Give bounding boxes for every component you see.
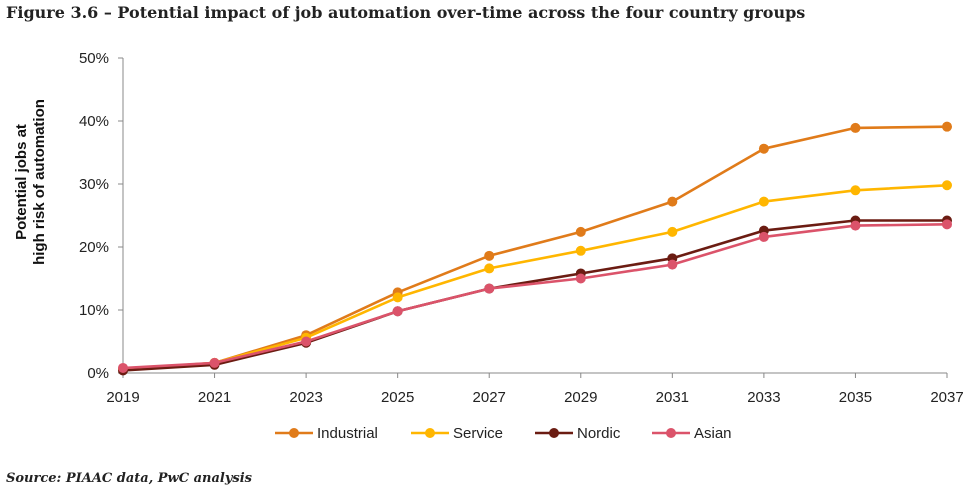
legend-item-nordic: Nordic	[535, 425, 621, 442]
series-service	[118, 180, 952, 375]
series-line	[122, 125, 948, 371]
data-point	[667, 226, 678, 237]
data-point	[758, 196, 769, 207]
x-tick-label: 2035	[839, 389, 872, 406]
data-point	[942, 121, 952, 132]
series-asian	[118, 219, 952, 373]
x-tick-label: 2037	[930, 389, 963, 406]
data-point	[484, 250, 495, 261]
y-tick-label: 0%	[87, 365, 109, 382]
data-point	[392, 292, 403, 303]
series-line	[122, 184, 948, 371]
x-tick-label: 2033	[747, 389, 780, 406]
legend-swatch-marker	[666, 428, 676, 438]
series-industrial	[118, 121, 952, 375]
x-tick-label: 2027	[473, 389, 506, 406]
data-point	[667, 196, 678, 207]
legend-label: Asian	[694, 425, 732, 442]
x-tick-label: 2029	[564, 389, 597, 406]
series-nordic	[118, 215, 952, 376]
legend-label: Nordic	[577, 425, 621, 442]
data-point	[758, 231, 769, 242]
data-point	[942, 219, 952, 230]
x-tick-label: 2023	[289, 389, 322, 406]
source-note: Source: PIAAC data, PwC analysis	[6, 471, 252, 486]
data-point	[850, 122, 861, 133]
y-tick-label: 20%	[79, 239, 109, 256]
data-point	[392, 306, 403, 317]
series-line	[122, 219, 947, 372]
data-point	[118, 362, 128, 373]
x-tick-label: 2031	[656, 389, 689, 406]
legend-swatch-marker	[425, 428, 435, 438]
y-tick-label: 50%	[79, 50, 109, 67]
figure-title: Figure 3.6 – Potential impact of job aut…	[6, 3, 806, 22]
x-tick-label: 2025	[381, 389, 414, 406]
data-point	[942, 180, 952, 191]
legend-label: Service	[453, 425, 503, 442]
x-tick-label: 2019	[106, 389, 139, 406]
y-tick-label: 30%	[79, 176, 109, 193]
y-tick-label: 10%	[79, 302, 109, 319]
data-point	[575, 273, 586, 284]
y-tick-label: 40%	[79, 113, 109, 130]
data-point	[667, 259, 678, 270]
legend-item-service: Service	[411, 425, 503, 442]
legend-swatch-marker	[549, 428, 559, 438]
legend-item-industrial: Industrial	[275, 425, 378, 442]
data-point	[758, 143, 769, 154]
data-point	[484, 283, 495, 294]
data-point	[484, 263, 495, 274]
data-point	[575, 245, 586, 256]
y-axis-label: high risk of automation	[31, 99, 48, 265]
data-point	[850, 220, 861, 231]
series-line	[122, 223, 948, 370]
legend-item-asian: Asian	[652, 425, 732, 442]
x-tick-label: 2021	[198, 389, 231, 406]
data-point	[575, 226, 586, 237]
data-point	[301, 336, 312, 347]
data-point	[209, 357, 220, 368]
legend-swatch-marker	[289, 428, 299, 438]
legend-label: Industrial	[317, 425, 378, 442]
y-axis-label: Potential jobs at	[13, 124, 30, 240]
data-point	[850, 185, 861, 196]
